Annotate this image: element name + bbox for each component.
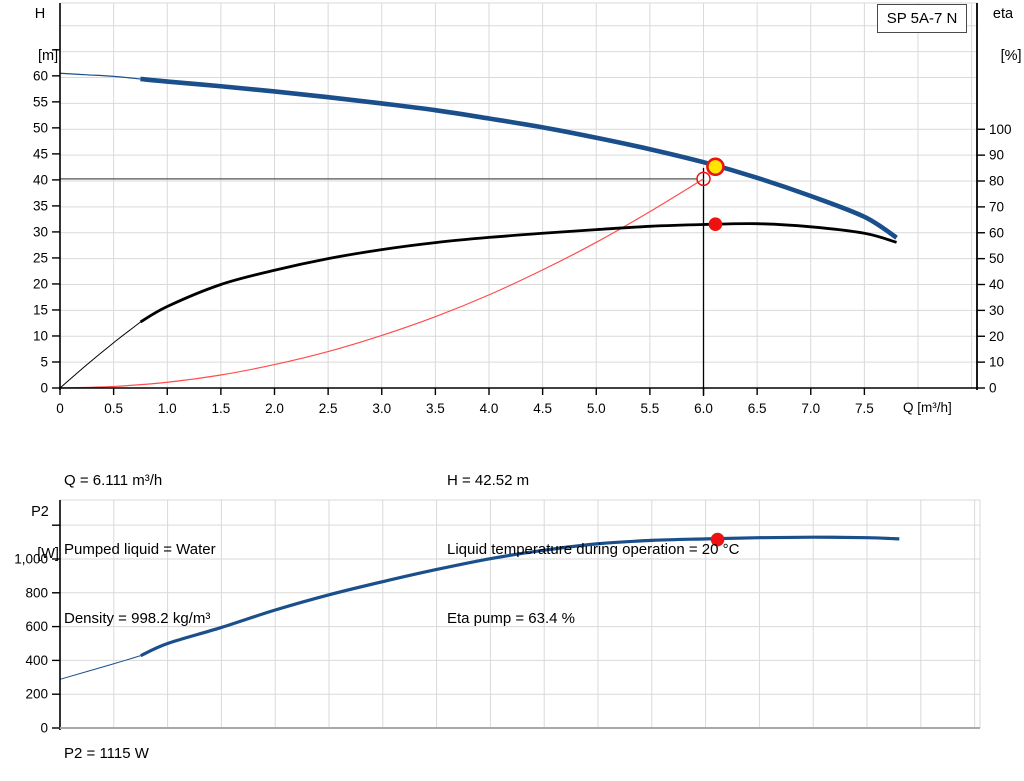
y-tick-label: 400 xyxy=(25,653,48,668)
p2-axis-title-line2: [W] xyxy=(37,546,59,562)
y-tick-label: 1,000 xyxy=(14,551,48,566)
eta-tick-label: 90 xyxy=(989,148,1004,163)
density-value: Density = 998.2 kg/m³ xyxy=(64,610,211,627)
x-tick-label: 2.5 xyxy=(319,401,338,416)
x-tick-label: 0.5 xyxy=(104,401,123,416)
x-tick-label: 2.0 xyxy=(265,401,284,416)
y-tick-label: 10 xyxy=(33,328,48,343)
eta-axis-title-line2: [%] xyxy=(1000,48,1022,64)
x-tick-label: 0 xyxy=(56,401,64,416)
eta-axis-title: eta [%] xyxy=(983,4,1023,67)
liquid-temperature-value: Liquid temperature during operation = 20… xyxy=(447,541,740,558)
y-tick-label: 45 xyxy=(33,146,48,161)
efficiency-curve xyxy=(139,222,897,324)
p2-curve-lead-in xyxy=(59,655,141,680)
h-axis-title: H [m] xyxy=(20,4,60,67)
y-tick-label: 0 xyxy=(40,721,48,736)
p2-curve xyxy=(140,535,900,658)
requested-duty-point[interactable] xyxy=(696,171,711,187)
operating-data-left: Q = 6.111 m³/h Pumped liquid = Water Den… xyxy=(64,423,216,676)
y-tick-label: 30 xyxy=(33,224,48,239)
y-tick-label: 200 xyxy=(25,687,48,702)
eta-tick-label: 70 xyxy=(989,199,1004,214)
eta-tick-label: 50 xyxy=(989,251,1004,266)
efficiency-point[interactable] xyxy=(708,217,723,232)
y-tick-label: 800 xyxy=(25,585,48,600)
operating-data-right: H = 42.52 m Liquid temperature during op… xyxy=(447,423,739,676)
y-tick-label: 20 xyxy=(33,276,48,291)
eta-tick-label: 40 xyxy=(989,277,1004,292)
q-axis-title: Q [m³/h] xyxy=(903,400,952,415)
x-tick-label: 7.5 xyxy=(855,401,874,416)
x-tick-label: 5.0 xyxy=(587,401,606,416)
y-tick-label: 55 xyxy=(33,94,48,109)
efficiency-curve-lead-in xyxy=(59,321,141,389)
x-tick-label: 3.0 xyxy=(372,401,391,416)
p2-axis-title-line1: P2 xyxy=(31,504,49,520)
x-tick-label: 1.5 xyxy=(211,401,230,416)
system-curve xyxy=(59,178,704,389)
y-tick-label: 60 xyxy=(33,68,48,83)
h-axis-title-line2: [m] xyxy=(37,48,59,64)
eta-tick-label: 80 xyxy=(989,174,1004,189)
x-tick-label: 5.5 xyxy=(640,401,659,416)
y-tick-label: 5 xyxy=(40,354,48,369)
pump-curve xyxy=(140,76,898,240)
y-tick-label: 15 xyxy=(33,302,48,317)
x-tick-label: 4.5 xyxy=(533,401,552,416)
x-tick-label: 6.0 xyxy=(694,401,713,416)
eta-pump-value: Eta pump = 63.4 % xyxy=(447,610,575,627)
eta-tick-label: 30 xyxy=(989,303,1004,318)
p2-axis-title: P2 [W] xyxy=(20,502,60,565)
eta-tick-label: 0 xyxy=(989,381,997,396)
eta-tick-label: 100 xyxy=(989,122,1012,137)
h-axis-title-line1: H xyxy=(34,6,46,22)
y-tick-label: 0 xyxy=(40,381,48,396)
y-tick-label: 600 xyxy=(25,619,48,634)
pumped-liquid-value: Pumped liquid = Water xyxy=(64,541,216,558)
x-tick-label: 4.0 xyxy=(480,401,499,416)
eta-tick-label: 10 xyxy=(989,355,1004,370)
eta-axis-title-line1: eta xyxy=(992,6,1014,22)
x-tick-label: 3.5 xyxy=(426,401,445,416)
p2-point[interactable] xyxy=(710,532,725,547)
flow-value: Q = 6.111 m³/h xyxy=(64,472,163,489)
head-value: H = 42.52 m xyxy=(447,472,530,489)
y-tick-label: 40 xyxy=(33,172,48,187)
p2-value: P2 = 1115 W xyxy=(64,745,149,762)
y-tick-label: 35 xyxy=(33,198,48,213)
duty-point[interactable] xyxy=(706,157,725,177)
y-tick-label: 50 xyxy=(33,120,48,135)
pump-curve-lead-in xyxy=(59,72,141,80)
x-tick-label: 6.5 xyxy=(748,401,767,416)
y-tick-label: 25 xyxy=(33,250,48,265)
pump-model-label: SP 5A-7 N xyxy=(877,4,967,33)
eta-tick-label: 20 xyxy=(989,329,1004,344)
x-tick-label: 7.0 xyxy=(801,401,820,416)
x-tick-label: 1.0 xyxy=(158,401,177,416)
eta-tick-label: 60 xyxy=(989,225,1004,240)
